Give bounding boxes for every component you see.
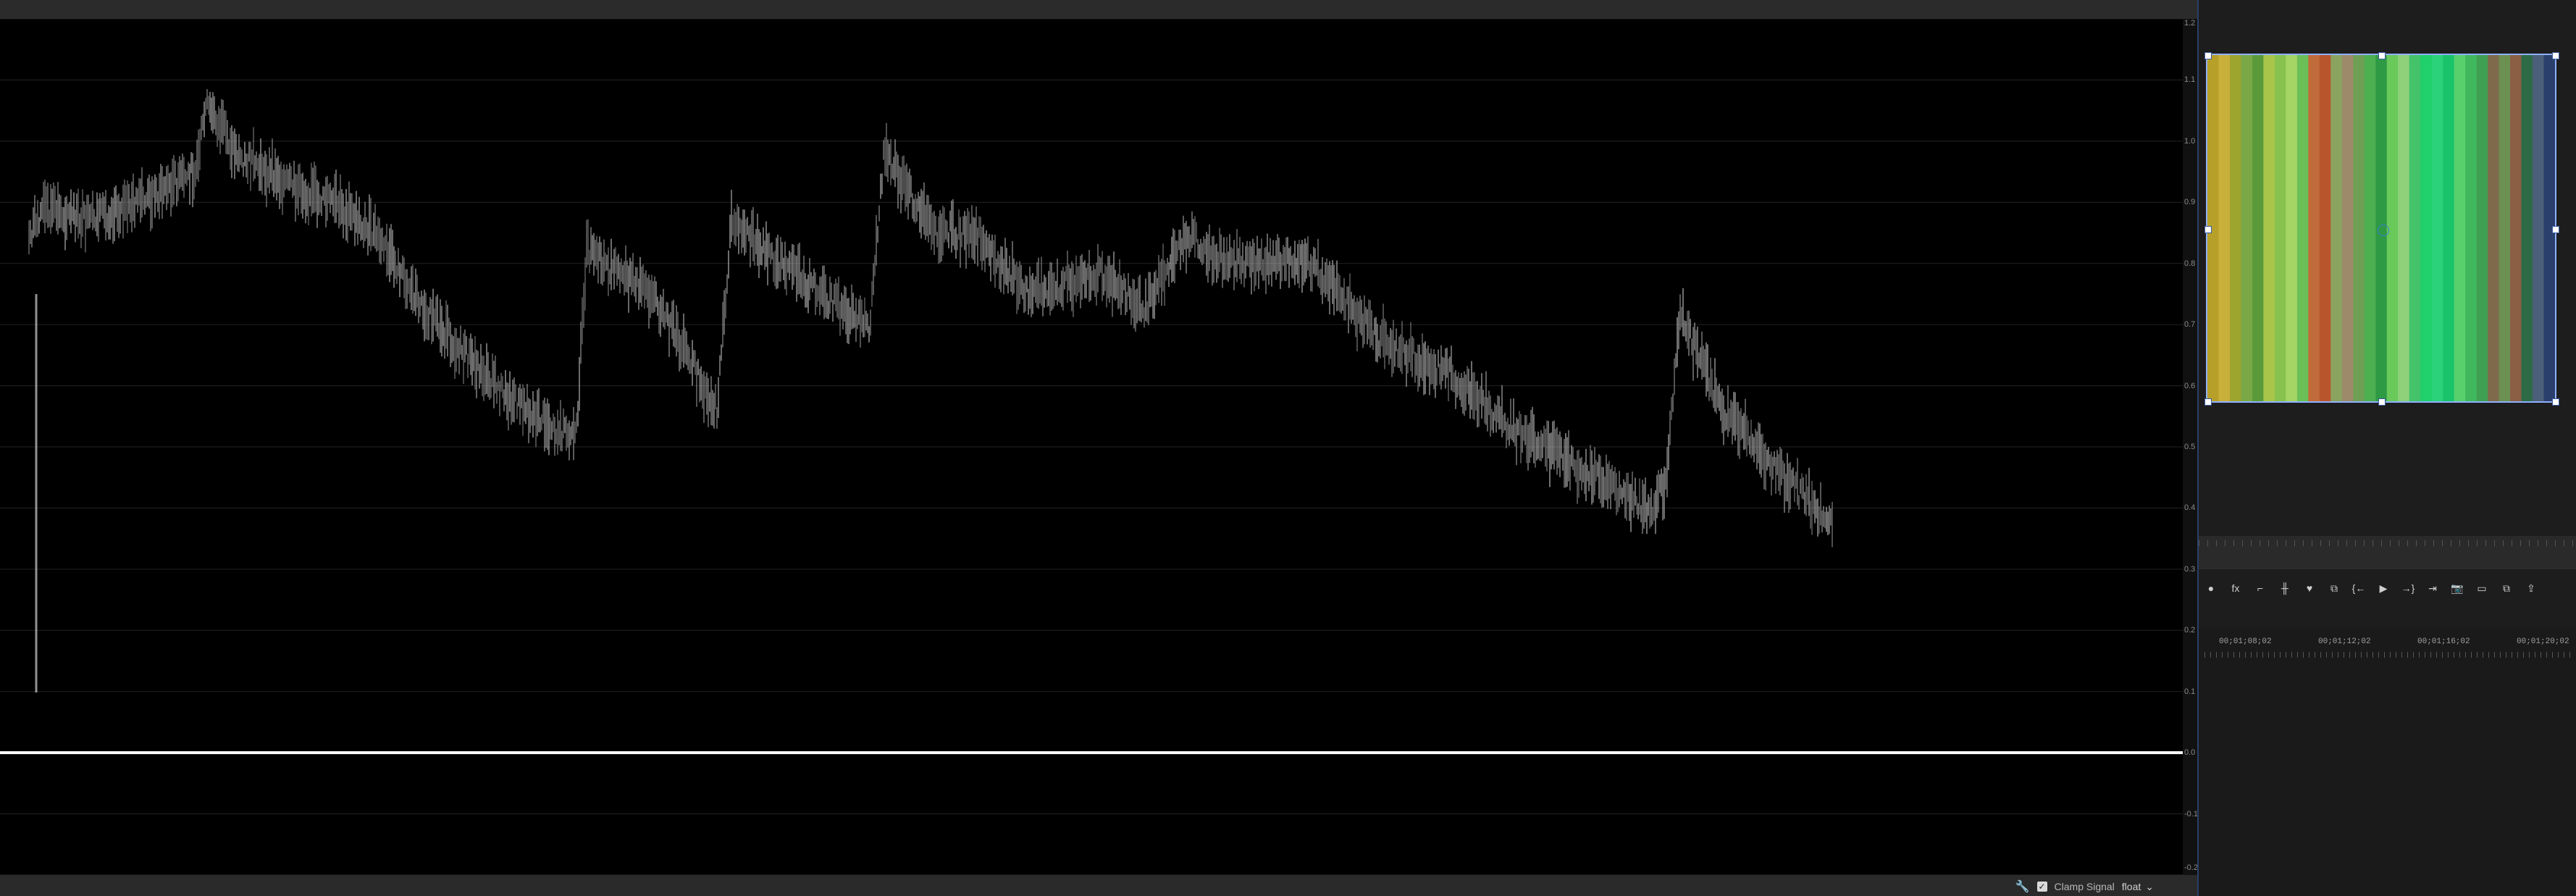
wrench-icon[interactable]: 🔧: [2015, 881, 2030, 893]
resize-handle[interactable]: [2378, 52, 2386, 59]
frame-color-stripe: [2488, 55, 2500, 401]
scope-bottom-bar: 🔧 ✓ Clamp Signal float ⌄: [0, 875, 2197, 896]
frame-color-stripe: [2296, 55, 2309, 401]
frame-color-stripe: [2207, 55, 2220, 401]
resize-handle[interactable]: [2378, 398, 2386, 406]
frame-color-stripe: [2218, 55, 2231, 401]
insert-icon[interactable]: ⇥: [2428, 582, 2437, 594]
timecode-label: 00;01;12;02: [2318, 637, 2371, 646]
frame-color-stripe: [2543, 55, 2556, 401]
scope-ruler-label: 0.3: [2184, 564, 2196, 574]
monitor-ruler-ticks: [2199, 540, 2576, 546]
frame-color-stripe: [2431, 55, 2443, 401]
scope-ruler-label: 0.7: [2184, 320, 2196, 330]
step-back-icon[interactable]: {←: [2351, 582, 2366, 594]
clamp-controls: 🔧 ✓ Clamp Signal float ⌄: [2015, 879, 2154, 894]
frame-color-stripe: [2263, 55, 2275, 401]
frame-color-stripe: [2319, 55, 2331, 401]
waveform-plot: [0, 19, 2183, 875]
clamp-signal-checkbox[interactable]: ✓: [2036, 882, 2047, 892]
compare-icon[interactable]: ⧉: [2503, 582, 2510, 594]
frame-color-stripe: [2398, 55, 2410, 401]
waveform-trace: [28, 89, 1833, 692]
frame-color-stripe: [2409, 55, 2421, 401]
resize-handle[interactable]: [2204, 226, 2212, 233]
timeline-ruler-ticks: [2204, 652, 2570, 658]
scope-ruler-label: 0.6: [2184, 381, 2196, 390]
program-frame-svg: [2207, 55, 2556, 401]
monitor-ruler: [2199, 536, 2576, 569]
mark-in-icon[interactable]: ⌐: [2257, 582, 2264, 594]
scope-ruler-label: 0.1: [2184, 687, 2196, 696]
clamp-signal-label: Clamp Signal: [2054, 881, 2115, 892]
timecode-label: 00;01;16;02: [2417, 637, 2470, 646]
frame-color-stripe: [2420, 55, 2433, 401]
camera-icon[interactable]: 📷: [2451, 582, 2464, 594]
play-icon[interactable]: ▶: [2379, 582, 2388, 594]
frame-color-stripe: [2533, 55, 2545, 401]
resize-handle[interactable]: [2552, 226, 2559, 233]
scope-ruler-label: 0.2: [2184, 626, 2196, 635]
panel-divider[interactable]: [2197, 0, 2199, 896]
scope-ruler-label: 1.2: [2184, 19, 2196, 28]
fx-icon[interactable]: fx: [2231, 582, 2240, 594]
step-forward-icon[interactable]: →}: [2401, 582, 2415, 594]
frame-color-stripe: [2274, 55, 2286, 401]
overwrite-icon[interactable]: ⧉: [2330, 582, 2338, 594]
ripple-icon[interactable]: ╫: [2281, 582, 2288, 594]
frame-color-stripe: [2341, 55, 2354, 401]
format-value: float: [2121, 881, 2141, 892]
export-icon[interactable]: ⇪: [2527, 582, 2535, 594]
frame-color-stripe: [2465, 55, 2478, 401]
scope-ruler-label: 0.5: [2184, 443, 2196, 451]
chevron-down-icon: ⌄: [2145, 880, 2154, 892]
waveform-scope: [0, 19, 2183, 875]
scope-ruler-label: 0.8: [2184, 259, 2196, 268]
frame-color-stripe: [2443, 55, 2455, 401]
scope-ruler-label: -0.1: [2184, 809, 2198, 818]
timeline-panel: 00;01;08;02 00;01;12;02 00;01;16;02 00;0…: [2199, 627, 2576, 896]
frame-color-stripe: [2476, 55, 2488, 401]
marker-icon[interactable]: ♥: [2306, 582, 2313, 594]
scope-ruler: 1.2 1.1 1.0 0.9 0.8 0.7 0.6 0.5 0.4 0.3 0.2 0.1 0.0 -…: [2183, 19, 2198, 875]
scope-ruler-label: 1.1: [2184, 75, 2196, 85]
resize-handle[interactable]: [2552, 398, 2559, 406]
transport-controls: ● fx ⌐ ╫ ♥ ⧉ {← ▶ →} ⇥ 📷 ▭ ⧉ ⇪: [2199, 576, 2576, 600]
scope-ruler-label: 0.4: [2184, 503, 2196, 513]
resize-handle[interactable]: [2552, 52, 2559, 59]
frame-color-stripe: [2386, 55, 2399, 401]
frame-color-stripe: [2252, 55, 2265, 401]
frame-color-stripe: [2364, 55, 2376, 401]
frame-color-stripe: [2330, 55, 2343, 401]
timecode-label: 00;01;08;02: [2219, 637, 2272, 646]
scope-ruler-label: 1.0: [2184, 136, 2196, 146]
format-select[interactable]: float ⌄: [2122, 881, 2154, 893]
resize-handle[interactable]: [2204, 398, 2212, 406]
frame-color-stripe: [2510, 55, 2522, 401]
frame-color-stripe: [2229, 55, 2242, 401]
frame-color-stripe: [2241, 55, 2253, 401]
frame-color-stripe: [2286, 55, 2298, 401]
top-toolbar: [0, 0, 2576, 19]
frame-color-stripe: [2454, 55, 2466, 401]
scope-ruler-label: -0.2: [2184, 863, 2198, 872]
resize-handle[interactable]: [2204, 52, 2212, 59]
anchor-point-icon[interactable]: [2378, 225, 2389, 236]
scope-ruler-label: 0.9: [2184, 198, 2196, 207]
frame-color-stripe: [2499, 55, 2511, 401]
frame-color-stripe: [2308, 55, 2320, 401]
frame-color-stripe: [2521, 55, 2533, 401]
frame-color-stripe: [2353, 55, 2365, 401]
record-icon[interactable]: ●: [2207, 582, 2215, 594]
safe-margins-icon[interactable]: ▭: [2477, 582, 2487, 594]
timecode-label: 00;01;20;02: [2517, 637, 2569, 646]
scope-ruler-label: 0.0: [2184, 748, 2196, 758]
program-monitor: [2199, 19, 2576, 519]
